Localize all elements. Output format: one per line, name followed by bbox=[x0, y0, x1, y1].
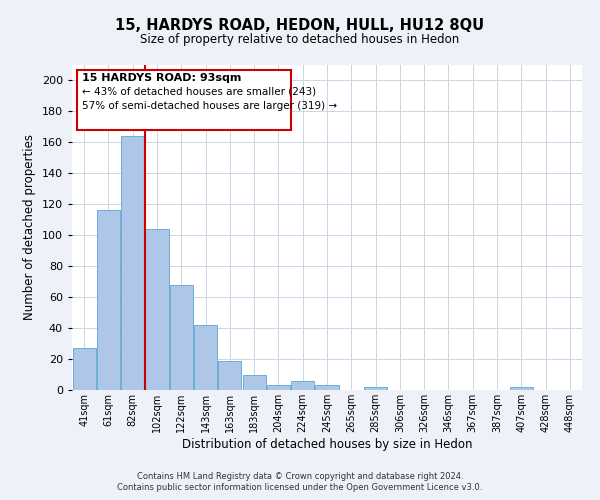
Text: 15, HARDYS ROAD, HEDON, HULL, HU12 8QU: 15, HARDYS ROAD, HEDON, HULL, HU12 8QU bbox=[115, 18, 485, 32]
Y-axis label: Number of detached properties: Number of detached properties bbox=[23, 134, 36, 320]
FancyBboxPatch shape bbox=[77, 70, 290, 130]
Bar bbox=[170, 285, 193, 390]
Text: 15 HARDYS ROAD: 93sqm: 15 HARDYS ROAD: 93sqm bbox=[82, 72, 241, 83]
Text: Contains public sector information licensed under the Open Government Licence v3: Contains public sector information licen… bbox=[118, 484, 482, 492]
Bar bbox=[510, 387, 533, 390]
Bar bbox=[364, 387, 387, 390]
Bar bbox=[218, 360, 241, 390]
Bar bbox=[73, 348, 95, 390]
Text: Size of property relative to detached houses in Hedon: Size of property relative to detached ho… bbox=[140, 32, 460, 46]
Bar bbox=[291, 380, 314, 390]
Text: ← 43% of detached houses are smaller (243): ← 43% of detached houses are smaller (24… bbox=[82, 86, 316, 97]
X-axis label: Distribution of detached houses by size in Hedon: Distribution of detached houses by size … bbox=[182, 438, 472, 450]
Text: Contains HM Land Registry data © Crown copyright and database right 2024.: Contains HM Land Registry data © Crown c… bbox=[137, 472, 463, 481]
Bar bbox=[145, 229, 169, 390]
Bar bbox=[194, 325, 217, 390]
Bar bbox=[121, 136, 144, 390]
Text: 57% of semi-detached houses are larger (319) →: 57% of semi-detached houses are larger (… bbox=[82, 100, 337, 110]
Bar bbox=[242, 374, 266, 390]
Bar bbox=[97, 210, 120, 390]
Bar bbox=[316, 386, 338, 390]
Bar bbox=[267, 386, 290, 390]
